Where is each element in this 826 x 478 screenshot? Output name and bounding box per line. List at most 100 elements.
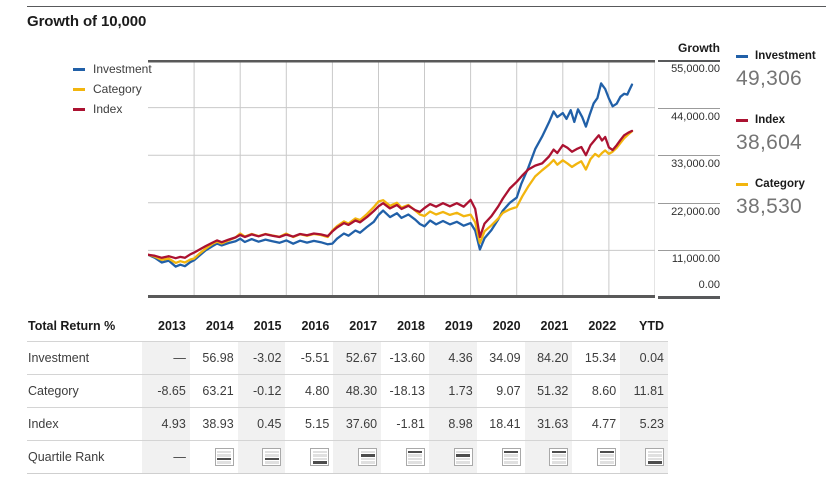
table-cell: 34.09 [476, 341, 525, 375]
column-header-2015: 2015 [253, 319, 282, 333]
summary-item-category: Category 38,530 [736, 178, 826, 219]
table-cell [524, 440, 573, 474]
summary-item-value: 38,530 [736, 195, 803, 218]
quartile-rank-icon-q1 [501, 448, 521, 466]
table-title-total-return: Total Return % [28, 319, 116, 333]
axis-baseline [658, 296, 720, 299]
quartile-rank-icon-q1 [549, 448, 569, 466]
total-return-table: Total Return % 2013 2014 2015 2016 2017 2018 20… [27, 311, 668, 474]
table-cell [333, 440, 382, 474]
table-cell: 84.20 [524, 341, 573, 375]
axis-tick-line [658, 155, 720, 157]
growth-axis-title: Growth [678, 41, 720, 55]
table-cell: -8.65 [142, 374, 190, 408]
quartile-rank-icon-q4 [310, 448, 330, 466]
axis-tick-label-3300000: 33,000.00 [671, 158, 720, 171]
column-header-2013: 2013 [158, 319, 186, 333]
table-cell: 63.21 [189, 374, 238, 408]
table-cell: -18.13 [381, 374, 429, 408]
axis-tick-label-1100000: 11,000.00 [671, 253, 720, 266]
summary-item-name: Investment [755, 50, 816, 62]
column-header-2018: 2018 [397, 319, 425, 333]
table-row-category: Category -8.65 63.21 -0.12 4.80 48.30 -18.13 1.… [27, 374, 668, 408]
axis-tick-label-2200000: 22,000.00 [671, 205, 720, 218]
top-divider [27, 6, 826, 7]
table-cell: — [142, 341, 190, 375]
column-header-2016: 2016 [301, 319, 330, 333]
axis-tick-label-5500000: 55,000.00 [671, 63, 720, 75]
table-cell: 11.81 [620, 374, 668, 408]
table-cell [476, 440, 525, 474]
legend-item-category: Category [73, 79, 152, 99]
column-header-ytd: YTD [639, 319, 664, 333]
table-cell: 4.80 [285, 374, 334, 408]
investment-line-swatch-icon [736, 54, 748, 58]
quartile-rank-icon-q4 [645, 448, 664, 466]
column-header-2017: 2017 [349, 319, 378, 333]
table-cell: 15.34 [572, 341, 621, 375]
total-return-table-wrap: Total Return % 2013 2014 2015 2016 2017 2018 20… [27, 311, 668, 474]
growth-axis: 55,000.00 44,000.00 33,000.00 22,000.00 11,0… [655, 60, 722, 302]
table-cell: 48.30 [333, 374, 382, 408]
table-cell [381, 440, 429, 474]
row-label: Index [27, 407, 143, 441]
summary-item-name: Index [755, 114, 786, 126]
table-cell: -3.02 [237, 341, 286, 375]
investment-line-swatch-icon [73, 67, 85, 71]
table-cell: 0.45 [237, 407, 286, 441]
table-cell: 56.98 [189, 341, 238, 375]
index-line-swatch-icon [736, 118, 748, 122]
axis-tick-label-4400000: 44,000.00 [671, 110, 720, 123]
legend-item-label: Category [93, 82, 142, 96]
growth-chart [148, 60, 655, 298]
axis-tick-line [658, 60, 720, 62]
series-line-index [148, 129, 634, 260]
table-cell: 1.73 [428, 374, 477, 408]
legend-item-label: Index [93, 102, 123, 116]
table-cell: -1.81 [381, 407, 429, 441]
quartile-rank-icon-q2 [358, 448, 378, 466]
quartile-rank-icon-q3 [262, 448, 282, 466]
summary-item-investment: Investment 49,306 [736, 50, 826, 91]
column-header-2020: 2020 [492, 319, 521, 333]
table-cell: 4.93 [142, 407, 190, 441]
summary-legend: Investment 49,306 Index 38,604 Category 38,53… [736, 50, 826, 242]
axis-tick-line [658, 202, 720, 204]
table-cell: 5.23 [620, 407, 668, 441]
table-cell [572, 440, 621, 474]
axis-tick-line [658, 250, 720, 252]
table-cell [428, 440, 477, 474]
summary-item-index: Index 38,604 [736, 114, 826, 155]
summary-item-value: 49,306 [736, 67, 803, 90]
table-cell: 38.93 [189, 407, 238, 441]
table-cell: 0.04 [620, 341, 668, 375]
legend-item-label: Investment [93, 62, 152, 76]
table-cell: 8.98 [428, 407, 477, 441]
table-row-index: Index 4.93 38.93 0.45 5.15 37.60 -1.81 8.98 18.4… [27, 407, 668, 441]
table-cell: 31.63 [524, 407, 573, 441]
table-cell: 4.77 [572, 407, 621, 441]
quartile-rank-icon-q2 [453, 448, 473, 466]
table-cell: 4.36 [428, 341, 477, 375]
table-cell [620, 440, 668, 474]
table-cell: 51.32 [524, 374, 573, 408]
table-header-row: Total Return % 2013 2014 2015 2016 2017 2018 20… [27, 311, 668, 342]
table-cell [285, 440, 334, 474]
category-line-swatch-icon [73, 87, 85, 91]
table-cell: -5.51 [285, 341, 334, 375]
column-header-2014: 2014 [205, 319, 234, 333]
summary-item-name: Category [755, 178, 805, 190]
axis-tick-line [658, 107, 720, 109]
row-label: Quartile Rank [27, 440, 143, 474]
legend-item-index: Index [73, 99, 152, 119]
row-label: Category [27, 374, 143, 408]
table-cell: -13.60 [381, 341, 429, 375]
quartile-rank-icon-q1 [597, 448, 617, 466]
table-cell: 52.67 [333, 341, 382, 375]
axis-tick-label-000: 0.00 [698, 279, 720, 291]
table-cell: 5.15 [285, 407, 334, 441]
column-header-2022: 2022 [588, 319, 617, 333]
table-cell: 37.60 [333, 407, 382, 441]
legend-item-investment: Investment [73, 59, 152, 79]
